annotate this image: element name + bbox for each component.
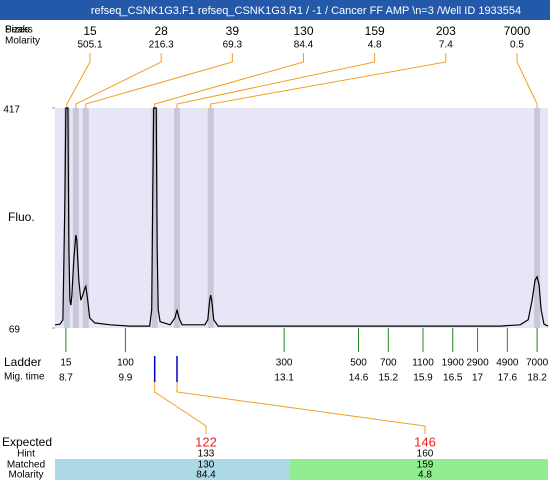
- ladder-size: 15: [60, 358, 72, 369]
- peaks-label: Peaks: [5, 25, 33, 36]
- ladder-size: 1900: [442, 358, 465, 369]
- peak-connector: [66, 53, 91, 108]
- peak-size: 130: [293, 24, 313, 38]
- molarity-label: Molarity: [5, 36, 40, 47]
- expected-label: Expected: [2, 435, 52, 449]
- peak-band: [72, 108, 79, 328]
- ladder-time: 17.6: [498, 373, 518, 384]
- peak-molarity: 7.4: [439, 40, 453, 51]
- mig-time-label: Mig. time: [4, 372, 45, 383]
- title-bar: [0, 0, 550, 20]
- peak-molarity: 216.3: [149, 40, 174, 51]
- match-connector: [154, 382, 207, 434]
- molarity-row-label: Molarity: [8, 470, 43, 480]
- ladder-time: 18.2: [527, 373, 547, 384]
- y-tick-label: 69: [9, 325, 21, 336]
- matched-cell: [290, 459, 548, 480]
- peak-size: 203: [436, 24, 456, 38]
- ladder-size: 700: [380, 358, 397, 369]
- expected-size: 122: [195, 434, 217, 449]
- ladder-size: 2900: [466, 358, 489, 369]
- ladder-time: 16.5: [443, 373, 463, 384]
- peak-size: 15: [83, 24, 97, 38]
- peak-band: [82, 108, 89, 328]
- peak-molarity: 69.3: [223, 40, 243, 51]
- peak-size: 28: [154, 24, 168, 38]
- ladder-time: 8.7: [59, 373, 73, 384]
- peak-connector: [85, 53, 233, 108]
- matched-molarity: 4.8: [418, 470, 432, 480]
- peak-size: 39: [226, 24, 240, 38]
- peak-band: [207, 108, 214, 328]
- ladder-time: 15.9: [413, 373, 433, 384]
- ladder-size: 300: [276, 358, 293, 369]
- peak-molarity: 0.5: [510, 40, 524, 51]
- peak-molarity: 505.1: [77, 40, 102, 51]
- matched-size: 159: [417, 460, 434, 471]
- plot-area: [55, 108, 548, 328]
- ladder-size: 4900: [496, 358, 519, 369]
- peak-size: 7000: [504, 24, 531, 38]
- peak-connector: [210, 53, 447, 108]
- ladder-time: 17: [472, 373, 484, 384]
- expected-size: 146: [414, 434, 436, 449]
- matched-cell: [55, 459, 290, 480]
- matched-label: Matched: [7, 460, 45, 471]
- ladder-size: 1100: [412, 358, 434, 369]
- peak-connector: [75, 53, 162, 108]
- ladder-size: 7000: [526, 358, 549, 369]
- peak-connector: [176, 53, 376, 108]
- ladder-time: 13.1: [274, 373, 294, 384]
- peak-band: [174, 108, 181, 328]
- peak-molarity: 4.8: [368, 40, 382, 51]
- ladder-time: 14.6: [349, 373, 369, 384]
- matched-size: 130: [198, 460, 215, 471]
- sizes-label: Sizes: [5, 25, 29, 36]
- peak-size: 159: [365, 24, 385, 38]
- y-tick-label: 417: [3, 105, 20, 116]
- peak-band: [63, 108, 70, 328]
- match-connector: [176, 382, 426, 434]
- ladder-size: 100: [117, 358, 134, 369]
- peak-band: [151, 108, 158, 328]
- y-axis-label: Fluo.: [8, 210, 35, 224]
- ladder-size: 500: [350, 358, 367, 369]
- peak-molarity: 84.4: [294, 40, 314, 51]
- peak-band: [534, 108, 541, 328]
- ladder-time: 15.2: [379, 373, 399, 384]
- hint-size: 133: [198, 449, 215, 460]
- hint-size: 160: [417, 449, 434, 460]
- title: refseq_CSNK1G3.F1 refseq_CSNK1G3.R1 / -1…: [91, 5, 521, 17]
- ladder-time: 9.9: [118, 373, 132, 384]
- peak-connector: [516, 53, 538, 108]
- matched-molarity: 84.4: [196, 470, 216, 480]
- peak-connector: [154, 53, 304, 108]
- hint-label: Hint: [17, 449, 35, 460]
- ladder-label: Ladder: [4, 355, 41, 369]
- fluorescence-trace: [54, 107, 549, 327]
